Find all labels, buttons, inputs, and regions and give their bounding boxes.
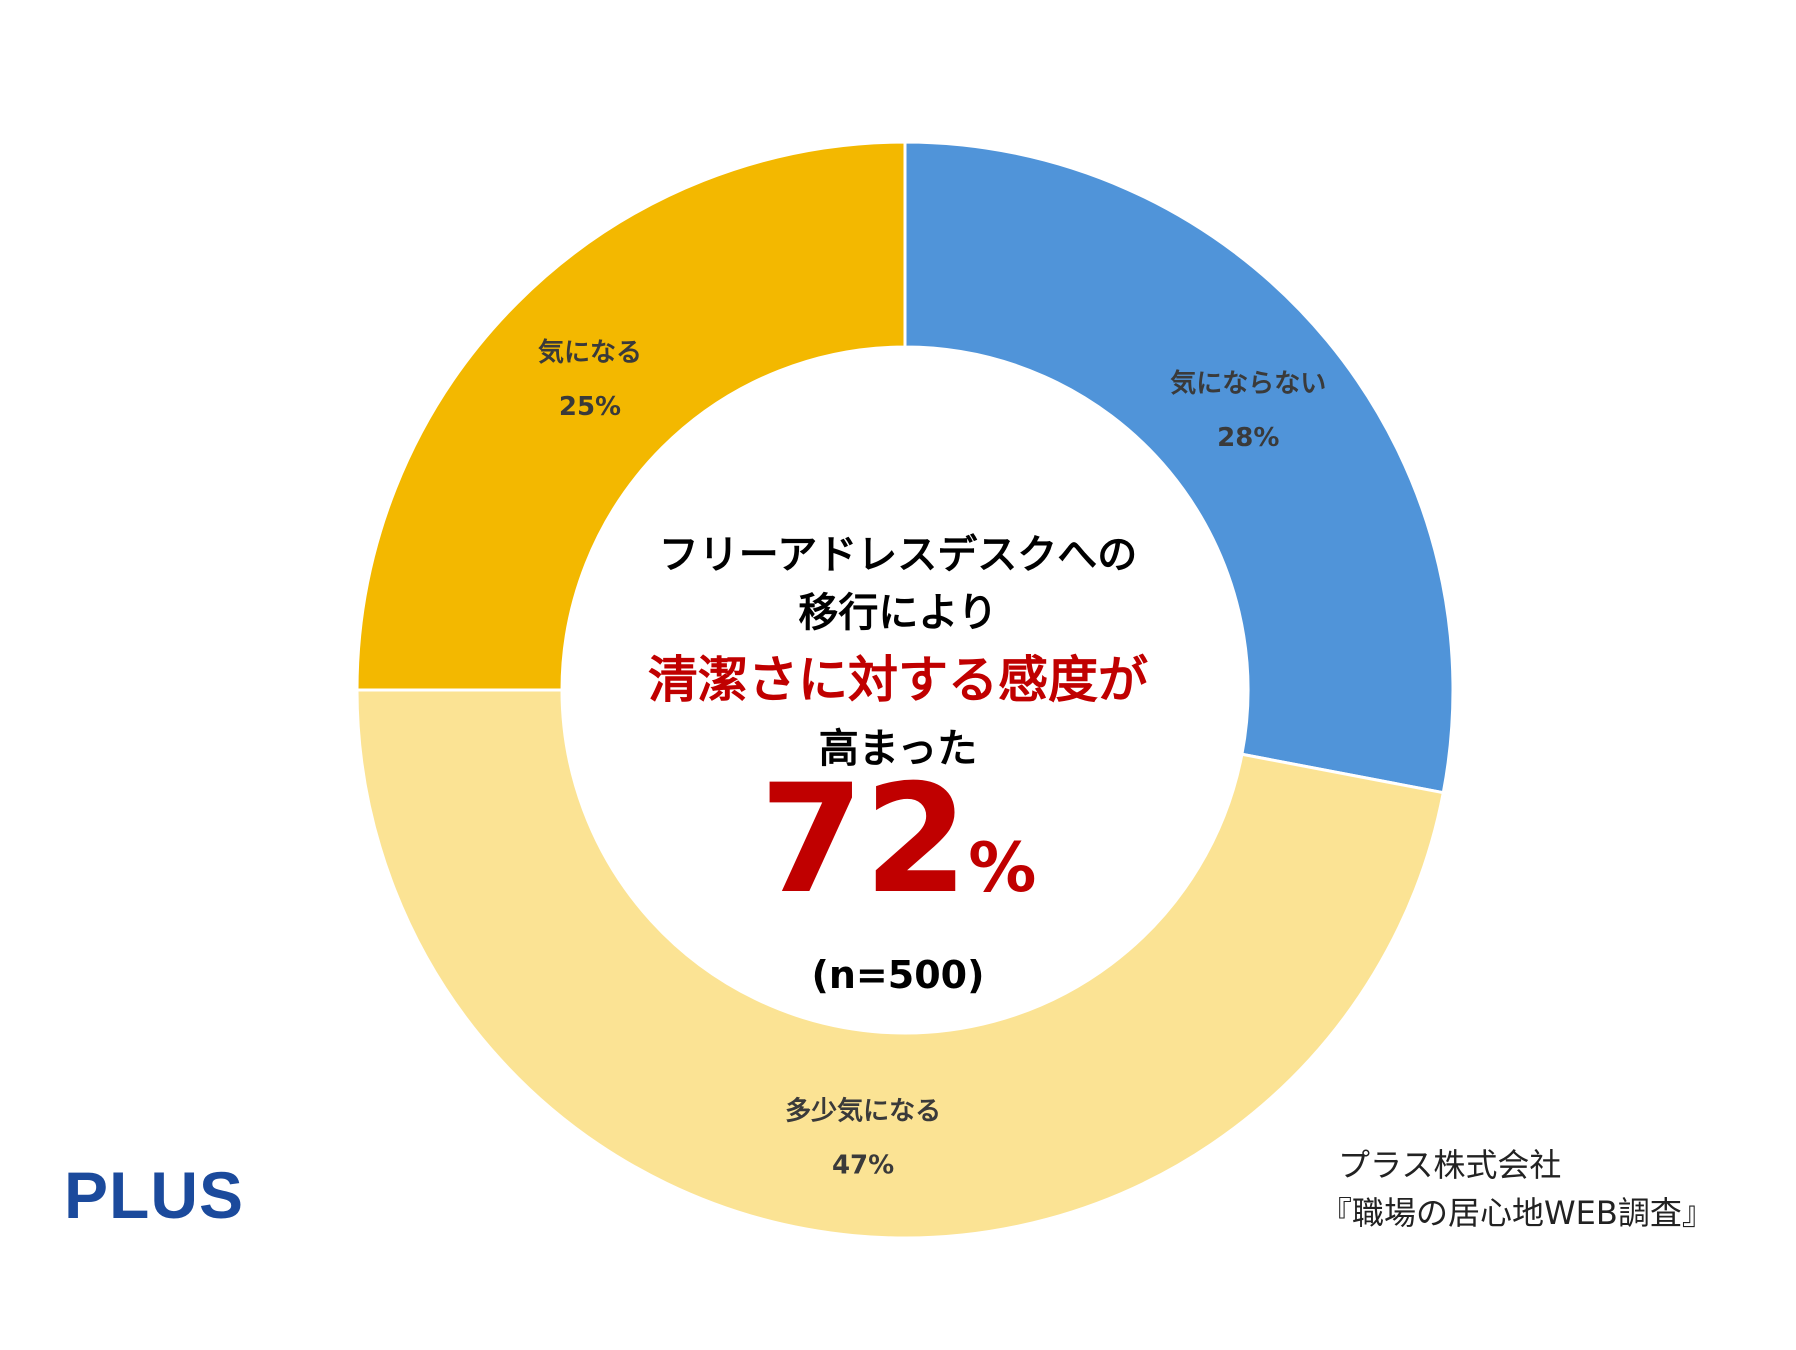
center-title-line-2: 移行により bbox=[798, 590, 998, 636]
slice-somewhat-bothered bbox=[355, 688, 1446, 1240]
center-title-line-4: 高まった bbox=[818, 726, 978, 772]
center-highlight-line: 清潔さに対する感度が bbox=[648, 651, 1148, 709]
headline-unit: % bbox=[968, 829, 1037, 908]
slice-label: 多少気になる bbox=[785, 1096, 941, 1127]
slice-bothered bbox=[355, 140, 907, 692]
sample-size: (n=500) bbox=[811, 953, 985, 997]
headline-number: 72 bbox=[759, 753, 969, 927]
plus-logo: PLUS bbox=[64, 1158, 245, 1232]
slice-value-label: 25% bbox=[559, 392, 621, 422]
source-company: プラス株式会社 bbox=[1338, 1146, 1562, 1184]
slice-value-label: 47% bbox=[832, 1151, 894, 1181]
center-title-line-1: フリーアドレスデスクへの bbox=[658, 532, 1138, 578]
slice-label: 気にならない bbox=[1170, 368, 1326, 399]
donut-slices bbox=[355, 140, 1455, 1240]
slice-value-label: 28% bbox=[1217, 423, 1279, 453]
slice-label: 気になる bbox=[538, 337, 642, 368]
slice-not-bothered bbox=[903, 140, 1455, 795]
donut-labels: 気にならない 28% 多少気になる 47% 気になる 25% bbox=[538, 337, 1326, 1181]
headline-percentage: 72% bbox=[548, 765, 1248, 915]
source-survey: 『職場の居心地WEB調査』 bbox=[1320, 1194, 1714, 1232]
